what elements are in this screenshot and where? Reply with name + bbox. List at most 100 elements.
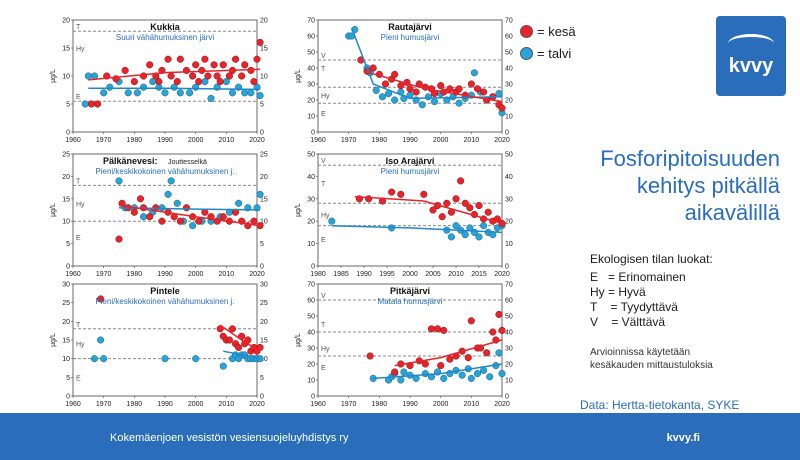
summer-trend-line	[394, 339, 503, 367]
y-tick-label-right: 15	[260, 196, 268, 203]
y-tick-label-right: 40	[505, 174, 513, 181]
x-tick-label: 1970	[96, 137, 112, 144]
x-tick-label: 1960	[65, 401, 81, 408]
winter-data-point	[161, 89, 169, 97]
class-zone-label: Hy	[76, 201, 85, 208]
winter-data-point	[228, 89, 237, 97]
summer-data-point	[158, 217, 166, 225]
y-tick-label-right: 10	[260, 356, 268, 363]
winter-data-point	[235, 199, 243, 207]
main-title-line-3: aikavälillä	[684, 200, 780, 225]
x-tick-label: 1990	[157, 271, 173, 278]
y-tick-label: 5	[66, 375, 70, 382]
x-tick-label: 1985	[333, 271, 349, 278]
y-axis-label: µg/L	[295, 333, 302, 347]
x-tick-label: 1970	[341, 137, 357, 144]
y-tick-label: 10	[307, 241, 315, 248]
x-tick-label: 2010	[464, 401, 480, 408]
chart-pitkajarvi: V T Hy E 0 0 10 10 20 20 30 30 40 40 50 50 60 60 70 70 1960 1…	[290, 280, 530, 415]
class-zone-label: E	[76, 235, 81, 242]
y-tick-label: 0	[311, 264, 315, 271]
summer-data-point	[466, 204, 474, 212]
chart-subtitle: Matala humusjärvi	[378, 297, 443, 306]
winter-data-point	[81, 100, 89, 108]
winter-data-point	[219, 362, 227, 370]
summer-data-point	[216, 78, 224, 86]
main-title-line-1: Fosforipitoisuuden	[600, 146, 780, 171]
y-tick-label: 25	[62, 300, 70, 307]
winter-data-point	[167, 177, 175, 185]
y-tick-label: 10	[62, 74, 70, 81]
winter-data-point	[90, 355, 99, 363]
y-tick-label: 60	[307, 34, 315, 41]
chart-title: Pälkänevesi:	[103, 156, 158, 166]
y-tick-label: 50	[307, 152, 315, 159]
winter-data-point	[84, 72, 92, 80]
y-tick-label-right: 50	[505, 314, 513, 321]
winter-data-point	[176, 89, 184, 97]
summer-data-point	[446, 85, 454, 93]
class-zone-label: T	[321, 181, 326, 188]
chart-title: Rautajärvi	[388, 22, 432, 32]
winter-data-point	[189, 222, 197, 230]
y-tick-label-right: 50	[505, 50, 513, 57]
winter-data-point	[139, 213, 148, 221]
x-tick-label: 2020	[494, 271, 510, 278]
summer-data-point	[146, 61, 154, 69]
logo-arc-icon	[728, 34, 774, 53]
summer-data-point	[495, 310, 503, 318]
chart-subtitle: Pieni humusjärvi	[381, 167, 440, 176]
winter-data-point	[452, 222, 460, 230]
winter-data-point	[372, 86, 380, 94]
summer-data-point	[130, 78, 138, 86]
winter-data-point	[328, 217, 336, 225]
method-note: Arvioinnissa käytetään kesäkauden mittau…	[590, 346, 713, 372]
y-tick-label-right: 50	[505, 152, 513, 159]
summer-data-point	[87, 100, 95, 108]
summer-data-point	[381, 80, 390, 88]
chart-iso-arajarvi: V T Hy E 0 0 10 10 20 20 30 30 40 40 50 50 1980 1985 1990 1…	[290, 150, 530, 285]
winter-data-point	[124, 89, 132, 97]
winter-data-point	[427, 373, 436, 381]
winter-data-point	[90, 72, 99, 80]
summer-data-point	[434, 325, 442, 333]
y-tick-label: 15	[62, 46, 70, 53]
summer-data-point	[369, 64, 377, 72]
class-zone-label: E	[321, 237, 326, 244]
summer-trend-line	[118, 204, 261, 227]
class-zone-label: T	[76, 24, 81, 31]
summer-data-point	[192, 61, 200, 69]
winter-data-point	[100, 89, 108, 97]
class-zone-label: E	[321, 365, 326, 372]
summer-data-point	[391, 70, 399, 78]
class-zone-label: Hy	[76, 342, 85, 349]
winter-data-point	[495, 349, 503, 357]
chart-kukkia: T Hy E 0 0 5 5 10 10 15 15 20 20 1960 1970 1980 1990 2000…	[45, 16, 285, 151]
footer-url-link[interactable]: kvvy.fi	[666, 432, 700, 444]
y-tick-label-right: 30	[505, 346, 513, 353]
class-item: Hy = Hyvä	[590, 285, 646, 299]
summer-data-point	[146, 213, 154, 221]
summer-data-point	[241, 61, 249, 69]
y-tick-label: 70	[307, 282, 315, 289]
winter-marker-icon	[520, 46, 533, 60]
x-tick-label: 1970	[96, 401, 112, 408]
winter-data-point	[475, 233, 483, 241]
summer-data-point	[467, 317, 475, 325]
y-tick-label-right: 25	[260, 152, 268, 159]
winter-data-point	[106, 83, 114, 91]
y-tick-label-right: 20	[505, 362, 513, 369]
winter-data-point	[486, 373, 494, 381]
y-tick-label-right: 0	[260, 264, 264, 271]
summer-data-point	[115, 235, 123, 243]
x-tick-label: 1980	[127, 137, 143, 144]
winter-data-point	[455, 99, 463, 107]
class-zone-label: Hy	[76, 46, 85, 53]
summer-data-point	[483, 349, 491, 357]
y-tick-label-right: 70	[505, 18, 513, 25]
summer-data-point	[189, 72, 197, 80]
y-tick-label: 30	[307, 346, 315, 353]
class-zone-label: T	[76, 178, 81, 185]
winter-data-point	[498, 370, 506, 378]
summer-data-point	[195, 78, 203, 86]
